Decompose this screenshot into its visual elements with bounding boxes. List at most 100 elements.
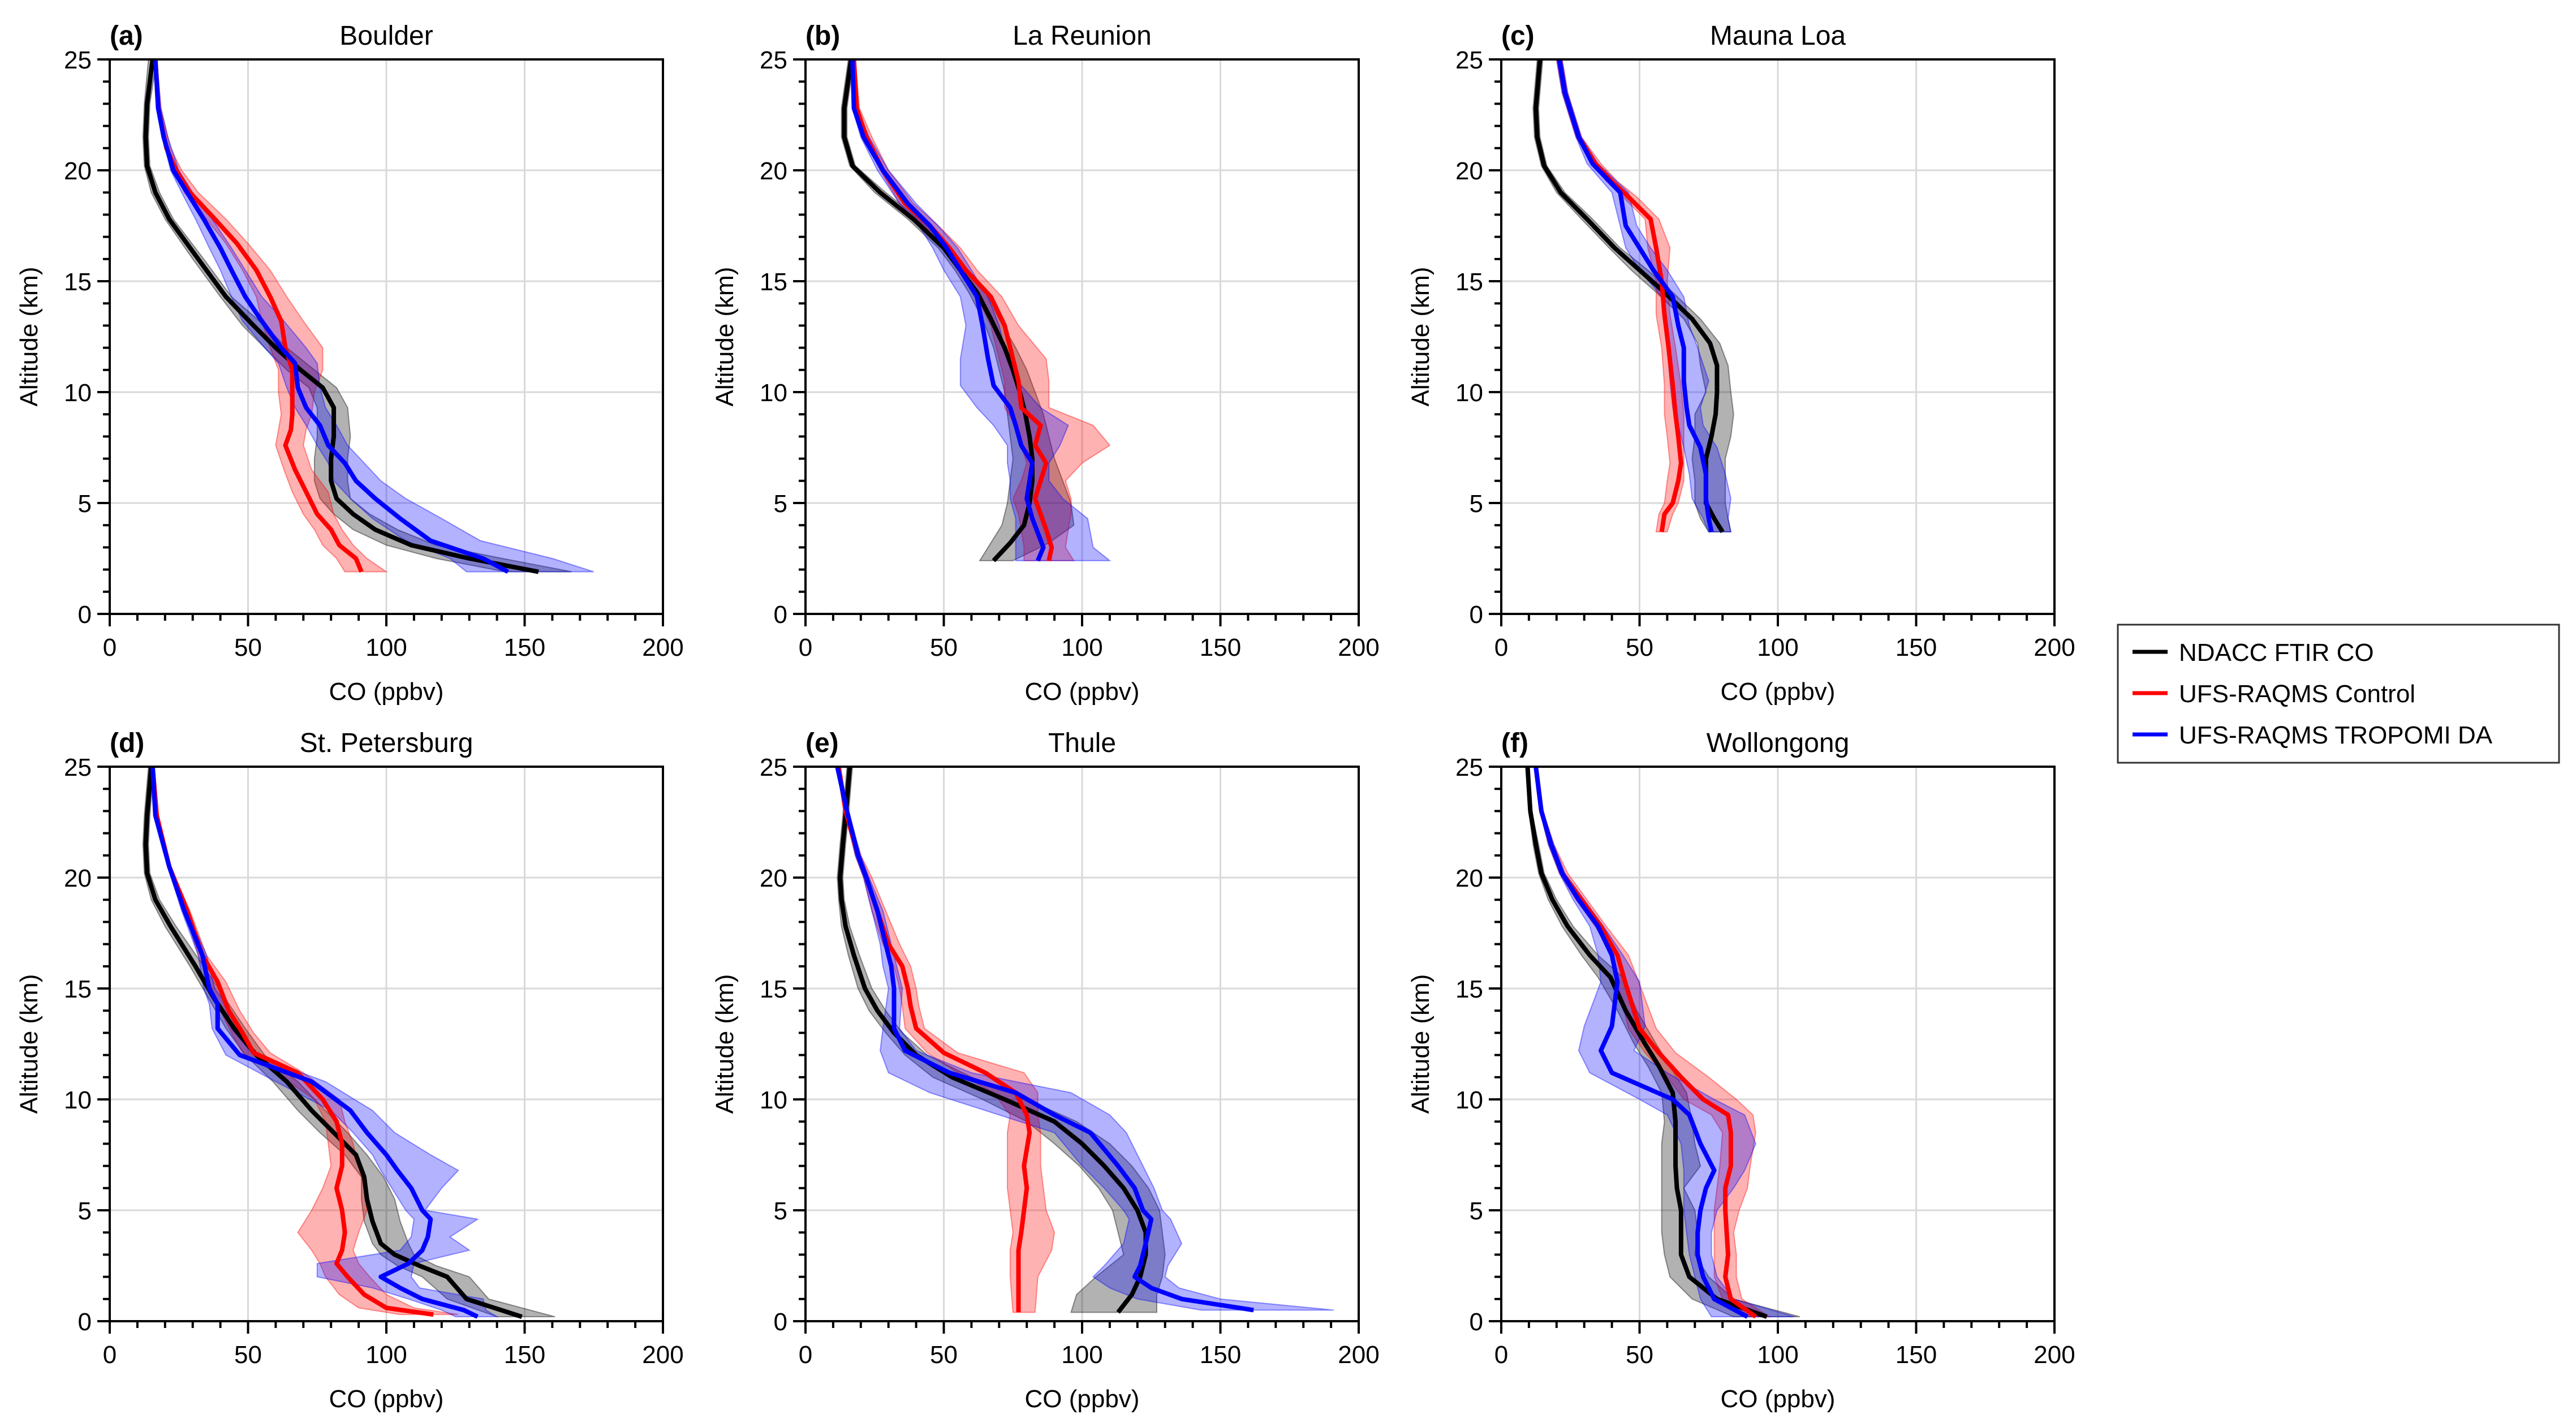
y-axis-label: Altitude (km) [711, 974, 739, 1114]
y-tick-label: 5 [1470, 1197, 1483, 1225]
x-tick-label: 0 [799, 634, 812, 661]
x-tick-label: 150 [1896, 1341, 1937, 1369]
panel-letter: (b) [805, 21, 840, 51]
y-tick-label: 20 [760, 157, 787, 185]
x-tick-label: 100 [365, 634, 407, 661]
y-tick-label: 5 [78, 490, 92, 518]
y-tick-label: 15 [760, 975, 787, 1003]
y-axis-label: Altitude (km) [1407, 267, 1435, 407]
panel-st-petersburg: 0 50 100 150 200 0 5 10 15 20 25 CO (ppbv) Altitude … [15, 728, 684, 1413]
x-tick-label: 200 [2034, 1341, 2075, 1369]
y-tick-label: 15 [64, 975, 92, 1003]
y-tick-label: 10 [760, 379, 787, 407]
x-tick-label: 50 [1626, 1341, 1653, 1369]
panel-letter: (a) [110, 21, 143, 51]
x-tick-label: 100 [1061, 634, 1102, 661]
series-line-1 [153, 59, 364, 573]
y-tick-label: 20 [64, 865, 92, 892]
x-tick-label: 150 [504, 634, 545, 661]
x-axis-label: CO (ppbv) [1025, 1385, 1140, 1413]
y-tick-label: 25 [760, 46, 787, 74]
x-tick-label: 100 [1757, 1341, 1798, 1369]
x-axis-label: CO (ppbv) [329, 1385, 444, 1413]
x-tick-label: 0 [103, 1341, 117, 1369]
y-tick-label: 0 [774, 601, 787, 629]
x-tick-label: 50 [930, 1341, 958, 1369]
x-tick-label: 50 [1626, 634, 1653, 661]
y-tick-label: 20 [1455, 157, 1483, 185]
x-tick-label: 150 [1200, 1341, 1241, 1369]
panel-title: St. Petersburg [300, 728, 473, 758]
series-line-2 [153, 59, 510, 574]
range-band-1 [150, 767, 459, 1316]
x-axis-label: CO (ppbv) [1721, 678, 1836, 706]
y-tick-label: 10 [1455, 1086, 1483, 1114]
y-tick-label: 25 [760, 754, 787, 781]
range-band-1 [837, 767, 1056, 1313]
y-tick-label: 20 [760, 865, 787, 892]
panel-la-reunion: 0 50 100 150 200 0 5 10 15 20 25 CO (ppbv) Altitude … [711, 21, 1380, 706]
legend-label-tropomi: UFS-RAQMS TROPOMI DA [2179, 721, 2493, 749]
y-tick-label: 0 [1470, 601, 1483, 629]
y-tick-label: 15 [760, 268, 787, 296]
y-tick-label: 5 [1470, 490, 1483, 518]
y-axis-label: Altitude (km) [1407, 974, 1435, 1114]
series-line-2 [1557, 59, 1714, 532]
x-tick-label: 50 [930, 634, 958, 661]
x-axis-label: CO (ppbv) [329, 678, 444, 706]
plot-area [1525, 767, 1800, 1319]
y-tick-label: 15 [1455, 268, 1483, 296]
x-tick-label: 200 [1338, 634, 1379, 661]
x-tick-label: 100 [365, 1341, 407, 1369]
y-tick-label: 5 [774, 1197, 787, 1225]
series-line-0 [1525, 767, 1768, 1319]
x-tick-label: 0 [103, 634, 117, 661]
y-tick-label: 15 [1455, 975, 1483, 1003]
x-tick-label: 50 [234, 1341, 262, 1369]
plot-area [142, 59, 595, 574]
plot-area [835, 767, 1334, 1314]
x-tick-label: 150 [1896, 634, 1937, 661]
y-tick-label: 25 [64, 46, 92, 74]
x-tick-label: 200 [642, 1341, 683, 1369]
series-line-0 [143, 767, 523, 1319]
x-axis-label: CO (ppbv) [1025, 678, 1140, 706]
series-line-2 [835, 767, 1254, 1313]
range-band-2 [835, 767, 1334, 1311]
x-tick-label: 200 [642, 634, 683, 661]
x-tick-label: 150 [1200, 634, 1241, 661]
y-tick-label: 10 [64, 1086, 92, 1114]
x-tick-label: 0 [1494, 634, 1508, 661]
panel-wollongong: 0 50 100 150 200 0 5 10 15 20 25 CO (ppbv) Altitude … [1407, 728, 2075, 1413]
range-band-1 [153, 59, 389, 573]
series-line-2 [850, 59, 1046, 562]
panel-letter: (d) [110, 728, 144, 758]
y-tick-label: 15 [64, 268, 92, 296]
legend: NDACC FTIR CO UFS-RAQMS Control UFS-RAQM… [2117, 624, 2560, 764]
panel-thule: 0 50 100 150 200 0 5 10 15 20 25 CO (ppbv) Altitude … [711, 728, 1380, 1413]
panel-title: La Reunion [1013, 21, 1152, 51]
panel-boulder: 0 50 100 150 200 0 5 10 15 20 25 CO (ppbv) Altitude … [15, 21, 684, 706]
series-line-0 [842, 59, 1035, 562]
y-tick-label: 25 [1455, 46, 1483, 74]
y-tick-label: 20 [64, 157, 92, 185]
panel-title: Boulder [339, 21, 433, 51]
y-tick-label: 20 [1455, 865, 1483, 892]
y-tick-label: 0 [78, 601, 92, 629]
panel-title: Mauna Loa [1710, 21, 1846, 51]
y-tick-label: 5 [774, 490, 787, 518]
panel-title: Wollongong [1707, 728, 1850, 758]
series-line-0 [143, 59, 539, 574]
y-axis-label: Altitude (km) [711, 267, 739, 407]
y-tick-label: 25 [64, 754, 92, 781]
x-tick-label: 0 [799, 1341, 812, 1369]
x-tick-label: 150 [504, 1341, 545, 1369]
y-axis-label: Altitude (km) [15, 267, 43, 407]
y-tick-label: 0 [78, 1308, 92, 1336]
legend-label-ndacc: NDACC FTIR CO [2179, 639, 2374, 667]
x-axis-label: CO (ppbv) [1721, 1385, 1836, 1413]
y-tick-label: 25 [1455, 754, 1483, 781]
panel-title: Thule [1048, 728, 1116, 758]
